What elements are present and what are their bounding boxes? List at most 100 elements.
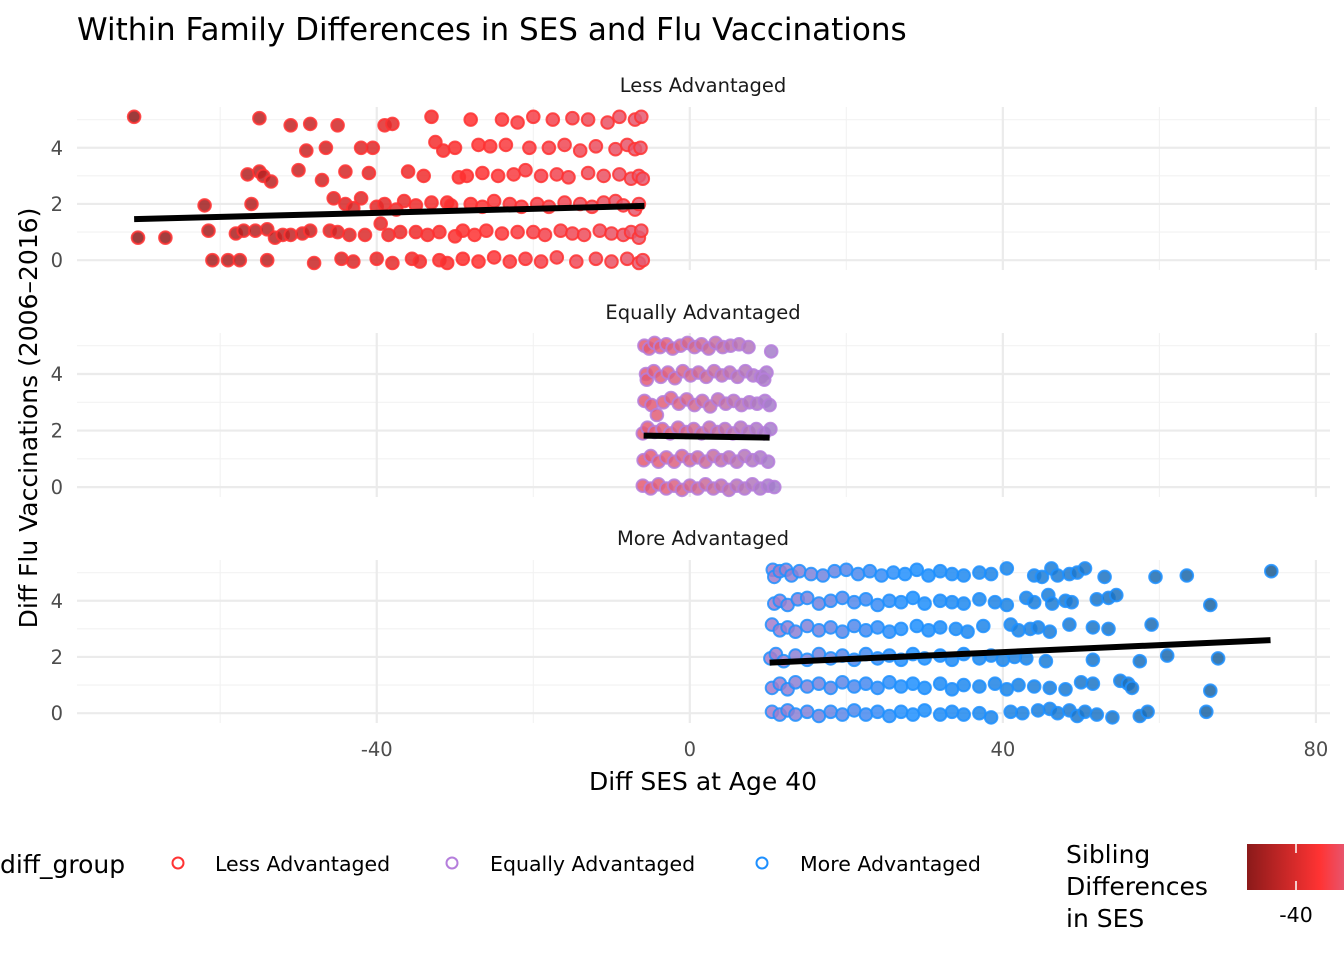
data-point [649,407,665,423]
data-point [1042,624,1058,640]
data-point [588,251,604,267]
data-point [537,227,553,243]
data-point [197,198,212,213]
data-point [330,224,345,240]
data-point [306,255,322,271]
data-point [201,223,216,238]
y-tick-label: 4 [51,137,63,160]
data-point [932,676,948,692]
data-point [518,162,533,178]
data-point [850,566,866,582]
data-point [252,110,267,126]
data-point [549,167,565,182]
data-point [420,227,435,243]
data-point [858,592,874,607]
data-point [882,593,897,609]
data-point [1140,704,1155,720]
facet-panel: Equally Advantaged 0 2 4 [51,301,1330,499]
data-point [983,566,999,582]
data-point [283,227,299,243]
data-point [580,165,596,181]
data-point [471,137,486,153]
data-point [917,703,932,718]
data-point [811,676,827,692]
data-point [917,680,932,696]
data-point [291,162,306,178]
legend-key-circle-icon [171,856,185,870]
data-point [126,109,142,125]
legend-item-label: More Advantaged [800,852,981,876]
data-point [827,563,842,579]
data-point [1132,653,1148,669]
data-point [447,140,463,156]
data-point [314,172,330,188]
data-point [1030,703,1046,718]
data-point [870,704,885,720]
data-point [858,623,874,638]
legend-item-label: Less Advantaged [215,852,390,876]
data-point [1042,680,1058,696]
data-point [870,597,885,613]
data-point [874,568,889,583]
data-point [424,195,439,210]
data-point [541,140,557,156]
data-point [972,679,987,694]
data-point [412,254,428,269]
data-point [767,479,782,495]
data-point [302,116,318,132]
x-axis-title: Diff SES at Age 40 [589,767,817,796]
data-point [1085,620,1101,635]
data-point [1062,617,1077,632]
data-point [893,679,909,694]
data-point [799,679,815,694]
data-point [365,140,381,156]
x-tick-label: 80 [1303,738,1328,761]
data-point [604,226,619,241]
data-point [232,252,248,268]
data-point [576,227,592,243]
data-point [342,227,357,243]
data-point [518,251,533,267]
legend-item: More Advantaged [755,852,981,876]
data-point [956,568,972,583]
data-point [572,143,588,158]
x-tick-label: 40 [990,738,1015,761]
data-point [396,193,412,209]
data-point [455,223,471,238]
data-point [944,704,960,720]
y-tick-label: 0 [51,702,63,725]
data-point [763,421,778,437]
data-point [471,254,486,269]
data-point [835,675,850,690]
data-point [886,565,901,580]
data-point [634,223,649,238]
data-point [385,255,400,271]
data-point [561,170,576,185]
data-point [353,191,369,206]
data-point [373,216,389,231]
data-point [893,594,909,610]
data-point [1011,623,1026,638]
data-point [1050,705,1065,721]
facet-panel: Less Advantaged 0 2 4 [51,74,1330,272]
data-point [482,139,498,154]
point-layer [635,335,782,498]
data-point [803,566,819,582]
data-point [1159,648,1175,663]
data-point [549,250,565,265]
data-point [533,168,549,184]
data-point [486,250,502,265]
group-legend: diff_group Less Advantaged Equally Advant… [0,850,981,879]
data-point [263,174,279,189]
regression-line [643,432,770,441]
data-point [788,624,803,640]
group-legend-title: diff_group [0,850,125,879]
colorbar-title-line-2: Differences [1066,872,1208,901]
data-point [870,680,885,696]
data-point [526,109,541,125]
data-point [917,596,932,611]
data-point [522,140,537,156]
legend-key-circle-icon [445,856,459,870]
